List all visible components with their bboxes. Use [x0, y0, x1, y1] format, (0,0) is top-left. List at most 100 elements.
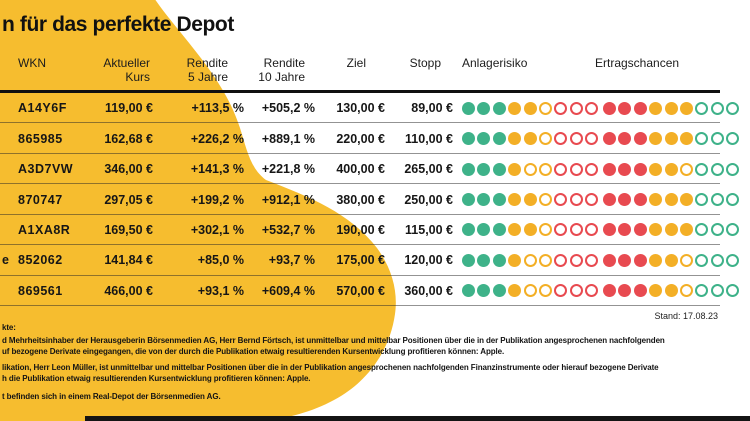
- rating-dot: [492, 101, 506, 115]
- return-5y-cell: +141,3 %: [190, 162, 244, 177]
- rating-dot: [618, 284, 632, 298]
- return-5y-cell: +113,5 %: [191, 101, 244, 116]
- wkn-value: 852062: [18, 253, 63, 268]
- rating-dot: [649, 223, 663, 237]
- rating-dot: [585, 223, 599, 237]
- header-line: Stopp: [409, 56, 441, 70]
- rating-dot: [523, 253, 537, 267]
- rating-dot: [492, 253, 506, 267]
- chance-dots: [595, 223, 750, 237]
- rating-dot: [633, 253, 647, 267]
- rating-dot: [710, 132, 724, 146]
- header-line: 5 Jahre: [187, 70, 228, 84]
- rating-dot: [523, 193, 537, 207]
- stop-price-cell: 110,00 €: [405, 131, 453, 146]
- return-10y-cell: +889,1 %: [261, 131, 315, 146]
- stop-price-cell: 250,00 €: [404, 192, 453, 207]
- rating-dot: [633, 132, 647, 146]
- rating-dot: [695, 284, 709, 298]
- column-header-anlagerisiko: Anlagerisiko: [455, 56, 595, 84]
- row-divider: [0, 305, 720, 307]
- row-divider: [0, 183, 720, 185]
- rating-dot: [585, 132, 599, 146]
- page-title: n für das perfekte Depot: [2, 13, 234, 36]
- rating-dot: [585, 284, 599, 298]
- return-5y-cell: +85,0 %: [197, 253, 244, 268]
- wkn-cell: 865985: [0, 132, 78, 146]
- rating-dot: [569, 162, 583, 176]
- table-header-row: WKN Aktueller Kurs Rendite 5 Jahre Rendite…: [0, 56, 750, 84]
- rating-dot: [538, 193, 552, 207]
- rating-dot: [679, 162, 693, 176]
- rating-dot: [633, 193, 647, 207]
- return-10y-cell: +609,4 %: [261, 283, 315, 298]
- rating-dot: [726, 284, 740, 298]
- rating-dot: [462, 193, 475, 207]
- rating-dot: [710, 162, 724, 176]
- rating-dot: [664, 162, 678, 176]
- rating-dot: [633, 101, 647, 115]
- target-price-cell: 130,00 €: [336, 101, 385, 116]
- current-price-cell: 297,05 €: [104, 192, 153, 207]
- rating-dot: [538, 101, 552, 115]
- chance-dots: [595, 193, 750, 207]
- rating-dot: [492, 284, 506, 298]
- rating-dot: [679, 132, 693, 146]
- header-line: WKN: [18, 56, 46, 70]
- rating-dot: [664, 253, 678, 267]
- rating-dot: [726, 132, 740, 146]
- rating-dot: [664, 132, 678, 146]
- rating-dot: [554, 101, 568, 115]
- footnote-line: t befinden sich in einem Real-Depot der …: [2, 392, 221, 401]
- column-header-wkn: WKN: [0, 56, 78, 84]
- chance-dots: [595, 132, 750, 146]
- rating-dot: [585, 101, 599, 115]
- current-price-cell: 141,84 €: [104, 253, 153, 268]
- stop-price-cell: 120,00 €: [404, 253, 453, 268]
- wkn-cell: A3D7VW: [0, 162, 78, 176]
- rating-dot: [618, 132, 632, 146]
- rating-dot: [603, 223, 616, 237]
- rating-dot: [554, 223, 568, 237]
- rating-dot: [633, 284, 647, 298]
- rating-dot: [649, 101, 663, 115]
- rating-dot: [554, 162, 568, 176]
- header-line: 10 Jahre: [258, 70, 305, 84]
- chance-dots: [595, 253, 750, 267]
- rating-dot: [538, 162, 552, 176]
- risk-dots: [455, 101, 599, 115]
- rating-dot: [508, 223, 522, 237]
- rating-dot: [695, 162, 709, 176]
- rating-dot: [554, 253, 568, 267]
- rating-dot: [569, 193, 583, 207]
- chance-dots: [595, 101, 750, 115]
- rating-dot: [462, 284, 475, 298]
- rating-dot: [569, 253, 583, 267]
- table-row: A1XA8R 169,50 € +302,1 % +532,7 % 190,00…: [0, 215, 750, 246]
- rating-dot: [508, 132, 522, 146]
- row-divider: [0, 213, 720, 215]
- rating-dot: [603, 193, 616, 207]
- rating-dot: [649, 162, 663, 176]
- rating-dot: [726, 101, 740, 115]
- risk-dots: [455, 193, 599, 207]
- return-10y-cell: +505,2 %: [261, 101, 315, 116]
- rating-dot: [695, 253, 709, 267]
- rating-dot: [603, 162, 616, 176]
- rating-dot: [726, 162, 740, 176]
- current-price-cell: 169,50 €: [104, 222, 153, 237]
- rating-dot: [633, 162, 647, 176]
- rating-dot: [649, 132, 663, 146]
- target-price-cell: 400,00 €: [336, 162, 385, 177]
- wkn-cell: A1XA8R: [0, 223, 78, 237]
- rating-dot: [603, 253, 616, 267]
- row-divider: [0, 274, 720, 276]
- header-line: Ziel: [346, 56, 366, 70]
- rating-dot: [477, 101, 491, 115]
- rating-dot: [569, 284, 583, 298]
- rating-dot: [695, 223, 709, 237]
- rating-dot: [664, 284, 678, 298]
- rating-dot: [664, 193, 678, 207]
- rating-dot: [633, 223, 647, 237]
- wkn-cell: 870747: [0, 193, 78, 207]
